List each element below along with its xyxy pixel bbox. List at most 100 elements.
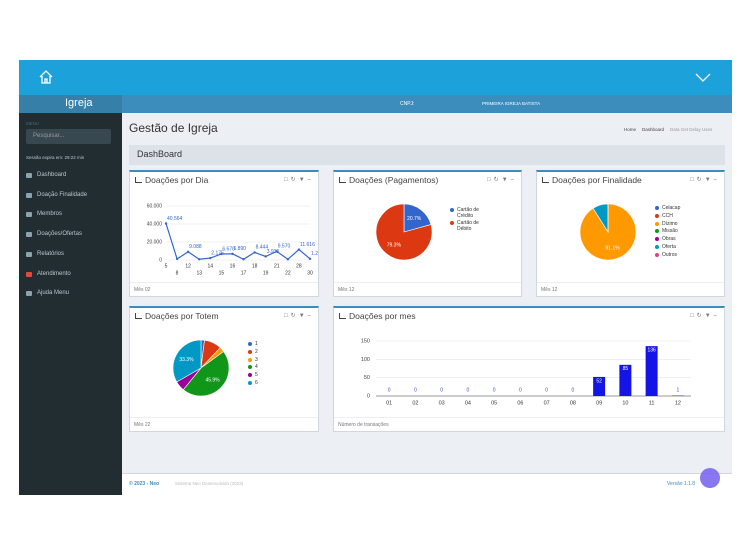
x-tick-label: 16 <box>230 263 236 269</box>
data-point <box>275 250 278 253</box>
data-label: 0 <box>493 387 496 393</box>
slice-label: 91.1% <box>606 245 621 251</box>
breadcrumb-item[interactable]: Home <box>624 127 637 132</box>
dashboard-title: DashBoard <box>137 149 183 159</box>
pie-slice <box>172 339 202 383</box>
search-placeholder: Pesquisar... <box>33 133 65 139</box>
breadcrumb: Home Dashboard Data Get Delay Uses <box>624 127 718 132</box>
y-tick-label: 20.000 <box>147 239 163 245</box>
legend-text: Celacap <box>662 205 681 211</box>
data-label: 136 <box>647 347 656 353</box>
y-tick-label: 0 <box>159 257 162 263</box>
x-tick-label: 08 <box>570 400 576 406</box>
search-box[interactable]: Pesquisar... <box>26 129 111 144</box>
data-label: 0 <box>545 387 548 393</box>
menu-item[interactable]: Doações/Ofertas <box>26 231 116 240</box>
legend-swatch <box>248 342 252 346</box>
chart-icon <box>135 177 142 183</box>
data-label: 6.670 <box>222 246 235 252</box>
chart-footer: Mês 02 <box>130 282 318 296</box>
data-label: 0 <box>414 387 417 393</box>
breadcrumb-item[interactable]: Dashboard <box>642 127 665 132</box>
slice-label: 33.3% <box>179 357 194 363</box>
x-tick-label: 8 <box>176 270 179 275</box>
chart: 0 20.000 40.000 60.000 5 40.564 8 12 9.088 13 14 2.… <box>147 203 318 275</box>
menu-icon <box>26 232 32 238</box>
data-label: 6.890 <box>233 246 246 252</box>
slice-label: 45.9% <box>205 378 220 384</box>
card-tools[interactable]: □↻▼– <box>690 313 720 319</box>
data-label: 11.616 <box>300 242 315 248</box>
x-tick-label: 22 <box>285 270 291 275</box>
card-tools[interactable]: □↻▼– <box>284 313 314 319</box>
chart: 91.1% <box>579 203 637 261</box>
menu-item[interactable]: Membros <box>26 211 116 220</box>
home-icon[interactable] <box>38 69 54 85</box>
card-tools[interactable]: □↻▼– <box>284 177 314 183</box>
legend-text: Outros <box>662 251 678 258</box>
menu-item[interactable]: Ajuda Menu <box>26 290 116 299</box>
x-tick-label: 12 <box>675 400 681 406</box>
legend-text: Dízimo <box>662 220 678 227</box>
chart: 20.7% 79.3% <box>375 203 433 261</box>
chart-title: Doações por Totem <box>145 311 219 321</box>
y-tick-label: 150 <box>361 338 370 344</box>
cnpj-label: CNPJ: <box>400 101 415 107</box>
y-tick-label: 60.000 <box>147 203 163 209</box>
menu-text: Relatórios <box>37 250 65 257</box>
menu-item[interactable]: Relatórios <box>26 251 116 260</box>
y-tick-label: 40.000 <box>147 221 163 227</box>
menu-icon <box>26 192 32 198</box>
menu-text: Membros <box>37 211 63 218</box>
chart: 45.9% 33.3% <box>172 339 230 397</box>
breadcrumb-item[interactable]: Data Get Delay Uses <box>670 127 713 132</box>
menu-item[interactable]: Doação Finalidade <box>26 192 116 201</box>
legend-swatch <box>655 221 659 226</box>
x-tick-label: 15 <box>219 270 225 275</box>
legend-swatch <box>655 245 659 249</box>
x-tick-label: 5 <box>165 263 168 269</box>
app-bar <box>19 60 732 95</box>
x-tick-label: 12 <box>185 263 191 269</box>
menu-item[interactable]: Dashboard <box>26 172 116 181</box>
legend-swatch <box>248 381 252 385</box>
card-tools[interactable]: □↻▼– <box>690 177 720 183</box>
church-name: PRIMEIRA IGREJA BATISTA <box>482 101 541 106</box>
collapse-icon[interactable] <box>695 71 711 83</box>
data-label: 1 <box>676 387 679 393</box>
y-tick-label: 0 <box>367 393 370 399</box>
legend-text: Missão <box>662 228 678 235</box>
data-point <box>242 258 245 261</box>
x-tick-label: 17 <box>241 270 247 275</box>
menu-icon <box>26 251 32 257</box>
legend-text: 5 <box>255 372 258 379</box>
data-label: 85 <box>623 366 629 372</box>
legend-text: 3 <box>255 356 258 363</box>
x-tick-label: 04 <box>465 400 471 406</box>
y-tick-label: 50 <box>364 375 370 381</box>
data-label: 52 <box>596 378 602 384</box>
data-point <box>186 250 190 254</box>
data-label: 0 <box>466 387 469 393</box>
data-label: 9.088 <box>189 244 202 250</box>
card-tools[interactable]: □↻▼– <box>487 177 517 183</box>
session-timer: Sessão expira em: 29:22 min <box>26 155 85 160</box>
x-tick-label: 13 <box>196 270 202 275</box>
menu-item[interactable]: Atendimento <box>26 271 116 280</box>
x-tick-label: 02 <box>412 400 418 406</box>
chart-title: Doações por mes <box>349 311 416 321</box>
menu-text: Doação Finalidade <box>37 191 88 198</box>
pie-slice <box>182 351 230 397</box>
legend-text: Obras <box>662 236 676 243</box>
data-label: 3.930 <box>267 249 280 255</box>
chat-button[interactable] <box>700 468 720 488</box>
chart-card: Doações (Pagamentos) □↻▼– 20.7% 79.3% Cartão… <box>333 170 522 297</box>
legend-swatch <box>248 357 252 362</box>
chart-card: Doações por Totem □↻▼– 45.9% 33.3% 1 2 3 4 5 6 Mês… <box>129 306 319 432</box>
chart-footer: Mês 22 <box>130 417 318 431</box>
legend-swatch <box>655 252 659 257</box>
legend-swatch <box>655 229 659 234</box>
data-point <box>308 257 312 261</box>
data-label: 0 <box>388 387 391 393</box>
footer-bar <box>122 473 732 495</box>
